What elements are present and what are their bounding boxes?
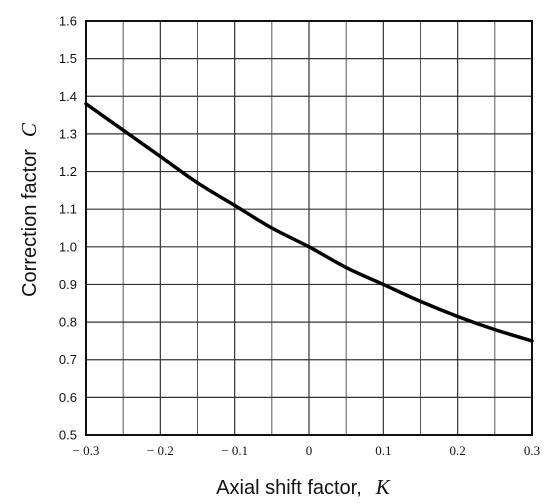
svg-text:Correction factor C: Correction factor C	[17, 122, 41, 297]
x-tick-label: − 0.2	[147, 443, 174, 458]
y-tick-label: 1.4	[59, 89, 77, 104]
x-tick-labels: − 0.3 − 0.2 − 0.1 0 0.1 0.2 0.3	[73, 443, 541, 458]
x-tick-label: 0	[306, 443, 313, 458]
x-tick-label: 0.2	[450, 443, 466, 458]
y-axis-symbol: C	[17, 122, 41, 137]
y-tick-label: 1.3	[59, 126, 77, 141]
x-tick-label: 0.1	[375, 443, 391, 458]
series-layer	[84, 102, 534, 343]
y-axis-label: Correction factor	[19, 149, 41, 297]
y-tick-label: 1.6	[59, 14, 77, 29]
y-tick-label: 1.5	[59, 51, 77, 66]
y-tick-labels: 0.5 0.6 0.7 0.8 0.9 1.0 1.1 1.2 1.3 1.4 1.5 1.6	[59, 14, 77, 443]
y-tick-label: 1.2	[59, 164, 77, 179]
y-tick-label: 1.0	[59, 239, 77, 254]
major-grid	[85, 20, 533, 436]
y-tick-label: 0.6	[59, 390, 77, 405]
x-tick-label: − 0.1	[221, 443, 248, 458]
y-tick-label: 0.9	[59, 277, 77, 292]
series-line	[84, 102, 534, 343]
y-tick-label: 0.5	[59, 428, 77, 443]
y-tick-label: 0.8	[59, 315, 77, 330]
y-tick-label: 1.1	[59, 202, 77, 217]
plot-frame	[85, 20, 533, 436]
x-tick-label: 0.3	[524, 443, 540, 458]
x-tick-label: − 0.3	[73, 443, 100, 458]
x-axis-symbol: K	[375, 475, 391, 499]
y-tick-label: 0.7	[59, 352, 77, 367]
y-axis-title: Correction factor C	[17, 122, 41, 297]
x-axis-label: Axial shift factor,	[216, 477, 362, 499]
x-axis-title: Axial shift factor, K	[216, 475, 391, 499]
